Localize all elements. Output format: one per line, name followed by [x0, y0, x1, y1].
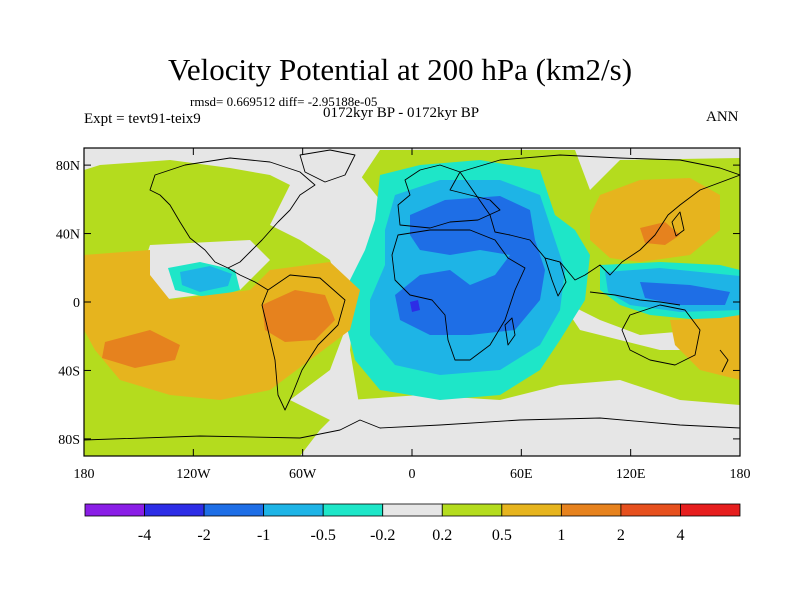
colorbar-swatch: [322, 503, 384, 517]
coastline-asia: [459, 154, 740, 281]
field-contour-pos2: [640, 222, 680, 245]
experiment-label: Expt = tevt91-teix9: [84, 111, 201, 127]
coastline-greenland: [299, 149, 356, 183]
axis-ticks: [83, 148, 741, 456]
colorbar-label: 2: [617, 527, 625, 544]
colorbar-swatch: [501, 503, 562, 517]
colorbar-label: -2: [197, 527, 210, 544]
colorbar-label: 0.5: [492, 527, 512, 544]
lat-tick-label: 40S: [58, 364, 80, 379]
field-contour-pos1: [670, 315, 740, 380]
lon-tick-label: 180: [74, 467, 95, 482]
colorbar-swatch: [560, 503, 622, 517]
stats-line: rmsd= 0.669512 diff= -2.95188e-05: [190, 94, 378, 109]
coastline-north-america: [149, 157, 316, 269]
colorbar-swatch: [144, 503, 205, 517]
colorbar-swatch: [620, 503, 681, 517]
lon-tick-label: 0: [409, 467, 416, 482]
lon-tick-label: 60E: [510, 467, 533, 482]
colorbar-swatch: [263, 503, 324, 517]
field-neutral-region: [84, 148, 740, 190]
lon-tick-label: 120E: [616, 467, 646, 482]
season-label: ANN: [706, 109, 739, 125]
field-neutral-region: [300, 380, 740, 456]
coastline-madagascar: [504, 317, 516, 346]
lat-tick-label: 0: [73, 296, 80, 311]
lon-tick-label: 60W: [289, 467, 317, 482]
coastline-south-america: [261, 274, 346, 411]
field-contour-pos2: [262, 290, 335, 342]
coastline-europe: [397, 164, 501, 229]
colorbar-label: -1: [257, 527, 270, 544]
colorbar-swatch: [84, 503, 145, 517]
colorbar: -4 -2 -1 -0.5 -0.2 0.2 0.5 1 2 4: [84, 503, 741, 544]
coastline-japan: [671, 211, 685, 237]
lat-tick-label: 40N: [56, 228, 80, 243]
colorbar-label: -4: [138, 527, 151, 544]
lat-tick-label: 80S: [58, 433, 80, 448]
velocity-potential-field: [84, 148, 740, 456]
axis-labels: 80N 40N 0 40S 80S 180 120W 60W 0 60E 120E 180: [56, 159, 751, 482]
colorbar-swatch: [680, 503, 741, 517]
coastline-indonesia: [589, 291, 681, 306]
coastline-central-america: [227, 267, 269, 291]
field-contour-pos2: [102, 330, 180, 368]
lon-tick-label: 180: [730, 467, 751, 482]
period-label: 0172kyr BP - 0172kyr BP: [323, 105, 480, 121]
colorbar-swatch: [382, 503, 443, 517]
lon-tick-label: 120W: [176, 467, 211, 482]
colorbar-label: -0.2: [370, 527, 395, 544]
coastline-australia: [621, 304, 701, 366]
coastlines: [84, 149, 740, 441]
field-contour-neg2: [640, 282, 730, 305]
field-contour-neg1: [180, 266, 232, 292]
colorbar-label: 1: [557, 527, 565, 544]
field-contour-pos1: [84, 298, 100, 320]
map-title: Velocity Potential at 200 hPa (km2/s): [167, 52, 633, 87]
coastline-india: [544, 257, 567, 297]
coastline-africa: [391, 229, 526, 361]
colorbar-label: 0.2: [432, 527, 452, 544]
field-neutral-region: [270, 175, 380, 420]
field-contour-neg4: [410, 300, 420, 312]
colorbar-label: -0.5: [311, 527, 336, 544]
colorbar-swatch: [441, 503, 503, 517]
coastline-new-zealand: [719, 349, 729, 373]
lat-tick-label: 80N: [56, 159, 80, 174]
colorbar-label: 4: [676, 527, 684, 544]
coastline-antarctica: [84, 417, 740, 441]
colorbar-swatch: [203, 503, 265, 517]
